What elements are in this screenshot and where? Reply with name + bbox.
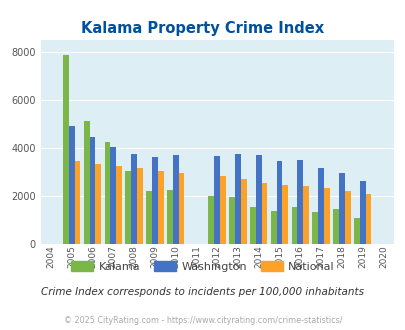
Bar	[75, 161, 80, 244]
Bar	[90, 137, 95, 244]
Text: Crime Index corresponds to incidents per 100,000 inhabitants: Crime Index corresponds to incidents per…	[41, 287, 364, 297]
Bar	[297, 160, 303, 244]
Bar	[83, 121, 90, 244]
Bar	[151, 157, 158, 244]
Bar	[95, 164, 101, 244]
Bar	[104, 142, 110, 244]
Bar	[172, 155, 178, 244]
Bar	[261, 183, 267, 244]
Bar	[63, 55, 69, 244]
Bar	[131, 154, 136, 244]
Bar	[146, 191, 151, 244]
Bar	[255, 155, 261, 244]
Bar	[311, 212, 318, 244]
Bar	[166, 190, 172, 244]
Bar	[220, 176, 225, 244]
Bar	[282, 185, 288, 244]
Bar	[136, 168, 143, 244]
Bar	[229, 197, 234, 244]
Bar	[158, 171, 163, 244]
Bar	[249, 207, 255, 244]
Bar	[353, 218, 359, 244]
Text: © 2025 CityRating.com - https://www.cityrating.com/crime-statistics/: © 2025 CityRating.com - https://www.city…	[64, 315, 341, 325]
Bar	[333, 209, 338, 244]
Bar	[240, 179, 246, 244]
Bar	[323, 188, 329, 244]
Bar	[359, 181, 364, 244]
Bar	[318, 168, 323, 244]
Bar	[69, 126, 75, 244]
Bar	[116, 166, 122, 244]
Bar	[364, 194, 371, 244]
Bar	[344, 191, 350, 244]
Bar	[208, 196, 214, 244]
Bar	[303, 186, 308, 244]
Bar	[178, 173, 184, 244]
Bar	[234, 154, 240, 244]
Bar	[110, 147, 116, 244]
Bar	[270, 211, 276, 244]
Bar	[291, 207, 297, 244]
Bar	[338, 173, 344, 244]
Bar	[276, 161, 282, 244]
Bar	[125, 171, 131, 244]
Legend: Kalama, Washington, National: Kalama, Washington, National	[71, 261, 334, 272]
Bar	[214, 156, 220, 244]
Text: Kalama Property Crime Index: Kalama Property Crime Index	[81, 21, 324, 36]
